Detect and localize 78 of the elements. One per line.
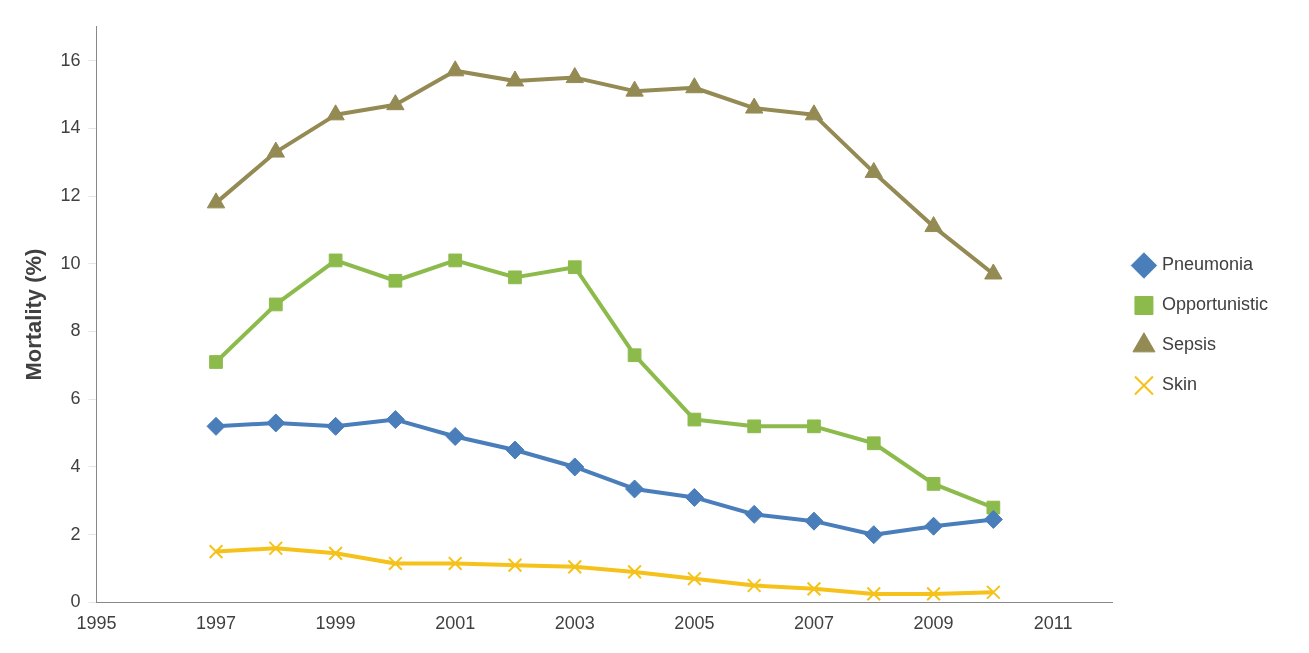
point [745, 97, 764, 114]
point [866, 586, 882, 602]
point [924, 516, 944, 536]
point [685, 77, 704, 94]
point [328, 253, 343, 268]
point [448, 253, 463, 268]
legend-label: Skin [1161, 374, 1197, 395]
point [983, 509, 1003, 529]
point [567, 260, 582, 275]
y-tick-label: 12 [60, 185, 81, 206]
x-tick-label: 1995 [76, 613, 117, 634]
point [687, 412, 702, 427]
point [864, 161, 883, 178]
point [747, 419, 762, 434]
point [268, 297, 283, 312]
x-tick-label: 2001 [435, 613, 476, 634]
y-tick-label: 14 [60, 117, 81, 138]
point [266, 141, 285, 158]
point [206, 192, 226, 209]
point [627, 348, 642, 363]
point [388, 273, 403, 288]
point [505, 440, 525, 460]
x-tick-label: 2007 [793, 613, 834, 634]
point [565, 457, 585, 477]
point [627, 564, 642, 580]
y-tick-label: 16 [60, 49, 81, 70]
point [208, 544, 224, 559]
point [326, 416, 346, 436]
x-tick-label: 2009 [913, 613, 954, 634]
point [567, 559, 583, 575]
point [926, 586, 941, 602]
point [385, 410, 405, 430]
point [625, 80, 644, 97]
point [684, 487, 704, 507]
point [505, 70, 525, 87]
point [268, 540, 284, 556]
y-tick-label: 2 [70, 523, 81, 544]
point [508, 270, 522, 285]
y-tick-label: 10 [60, 252, 81, 273]
point [806, 581, 822, 597]
point [326, 104, 345, 121]
point [447, 556, 463, 571]
y-tick-label: 4 [70, 455, 81, 476]
x-tick-label: 1997 [195, 613, 237, 634]
point [446, 60, 465, 77]
point [507, 557, 523, 573]
point [328, 545, 343, 561]
x-tick-label: 1999 [315, 613, 356, 634]
x-tick-label: 2011 [1033, 613, 1073, 634]
x-tick-label: 2003 [554, 613, 595, 634]
legend-label: Sepsis [1161, 334, 1216, 355]
y-axis-title: Mortality (%) [21, 248, 47, 381]
point [206, 416, 226, 436]
x-tick-label: 2005 [674, 613, 715, 634]
point [984, 263, 1003, 280]
point [687, 571, 702, 587]
point [864, 525, 884, 545]
y-tick-label: 8 [70, 320, 81, 341]
point [565, 67, 584, 84]
point [746, 578, 762, 593]
y-tick-label: 0 [70, 591, 81, 612]
point [804, 511, 824, 531]
point [986, 584, 1001, 600]
point [445, 426, 465, 446]
point [744, 504, 764, 524]
point [807, 419, 821, 434]
point [209, 355, 223, 369]
point [625, 479, 645, 499]
point [924, 216, 943, 233]
point [926, 477, 941, 491]
point [266, 413, 286, 433]
point [386, 94, 405, 111]
point [388, 556, 403, 571]
y-tick-label: 6 [70, 388, 81, 409]
legend-label: Pneumonia [1161, 254, 1254, 275]
point [804, 104, 824, 121]
point [866, 436, 881, 451]
legend-label: Opportunistic [1161, 294, 1269, 315]
